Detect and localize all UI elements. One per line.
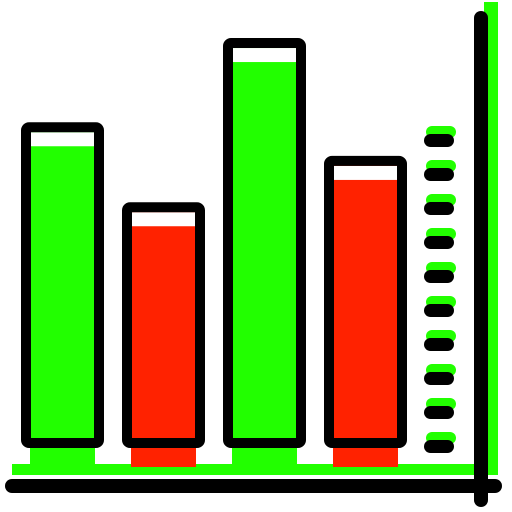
bars xyxy=(21,38,407,449)
bar-4-outline xyxy=(324,155,407,448)
axis-tick-mark xyxy=(424,372,454,385)
axis-tick-8 xyxy=(424,364,456,385)
bar-3-base xyxy=(232,445,297,467)
bar-3-highlight xyxy=(233,48,296,63)
axis-tick-mark xyxy=(424,270,454,283)
axis-tick-mark xyxy=(424,134,454,147)
bar-1 xyxy=(21,122,104,448)
axis-tick-mark xyxy=(424,236,454,249)
axis-tick-mark xyxy=(424,304,454,317)
axis-tick-4 xyxy=(424,228,456,249)
bar-3-outline xyxy=(223,38,306,449)
bar-2-highlight xyxy=(132,212,195,227)
bar-1-highlight xyxy=(31,132,94,147)
axis-tick-10 xyxy=(424,432,456,453)
bar-4-fill xyxy=(329,160,402,443)
bar-4-highlight xyxy=(334,165,397,180)
x-axis-shadow xyxy=(12,464,498,475)
bar-1-base xyxy=(30,445,95,467)
bar-2-outline xyxy=(122,202,205,448)
axis-tick-mark xyxy=(424,338,454,351)
axis-tick-9 xyxy=(424,398,456,419)
axis-tick-mark xyxy=(424,440,454,453)
bar-4-base xyxy=(333,445,398,467)
axes xyxy=(5,11,502,507)
axis-tick-mark xyxy=(424,406,454,419)
axis-tick-7 xyxy=(424,330,456,351)
bar-1-fill xyxy=(26,127,99,443)
axis-ticks xyxy=(424,126,456,453)
bar-bases xyxy=(30,445,398,467)
bar-1-outline xyxy=(21,122,104,448)
bar-2-base xyxy=(131,445,196,467)
axis-tick-1 xyxy=(424,126,456,147)
bar-2 xyxy=(122,202,205,448)
bar-3 xyxy=(223,38,306,449)
axis-tick-2 xyxy=(424,160,456,181)
bar-2-fill xyxy=(127,207,200,443)
axis-tick-mark xyxy=(424,202,454,215)
axis-tick-5 xyxy=(424,262,456,283)
bar-4 xyxy=(324,155,407,448)
axis-tick-6 xyxy=(424,296,456,317)
axis-tick-mark xyxy=(424,168,454,181)
axis-tick-3 xyxy=(424,194,456,215)
bar-3-fill xyxy=(228,43,301,444)
